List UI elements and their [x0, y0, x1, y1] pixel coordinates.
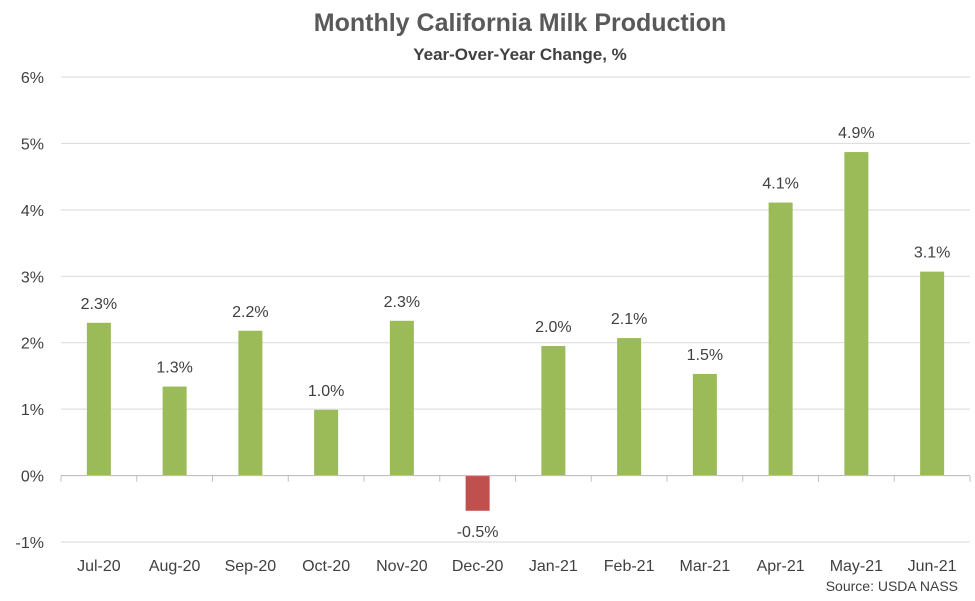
y-tick-label: 5% [21, 136, 44, 153]
data-label: 1.5% [687, 347, 723, 364]
data-label: 2.0% [535, 319, 571, 336]
x-axis-labels: Jul-20 Aug-20 Sep-20 Oct-20 Nov-20 Dec-20 Jan-… [77, 558, 957, 575]
data-label: 1.0% [308, 383, 344, 400]
data-label: 2.1% [611, 311, 647, 328]
bar [692, 373, 717, 476]
y-tick-label: 0% [21, 469, 44, 486]
y-tick-label: 2% [21, 336, 44, 353]
y-tick-label: 6% [21, 70, 44, 87]
data-label: -0.5% [457, 524, 499, 541]
x-axis [60, 474, 971, 482]
chart-title: Monthly California Milk Production [314, 9, 727, 37]
bar [86, 322, 111, 476]
x-tick-label: Aug-20 [149, 558, 201, 575]
gridlines [61, 76, 970, 543]
bar [314, 409, 339, 476]
source-note: Source: USDA NASS [826, 578, 958, 594]
bar [844, 152, 869, 476]
bar [768, 202, 793, 476]
data-label: 1.3% [156, 360, 192, 377]
x-tick-label: Nov-20 [376, 558, 428, 575]
bar [162, 386, 187, 476]
y-tick-label: 1% [21, 402, 44, 419]
bar [238, 330, 263, 476]
data-label: 4.1% [762, 176, 798, 193]
data-label: 3.1% [914, 245, 950, 262]
x-tick-label: Jan-21 [529, 558, 578, 575]
bar [541, 346, 566, 476]
x-tick-label: Feb-21 [604, 558, 655, 575]
data-label: 2.2% [232, 304, 268, 321]
y-axis-ticks: -1% 0% 1% 2% 3% 4% 5% 6% [16, 70, 44, 552]
data-labels: 2.3% 1.3% 2.2% 1.0% 2.3% -0.5% 2.0% 2.1% 1.5% 4.1… [81, 125, 951, 541]
bars [86, 152, 945, 511]
y-tick-label: 4% [21, 203, 44, 220]
data-label: 2.3% [81, 296, 117, 313]
x-tick-label: Mar-21 [680, 558, 731, 575]
bar [920, 271, 945, 476]
x-tick-label: Apr-21 [757, 558, 805, 575]
x-tick-label: Oct-20 [302, 558, 350, 575]
data-label: 4.9% [838, 125, 874, 142]
data-label: 2.3% [384, 294, 420, 311]
y-tick-label: 3% [21, 269, 44, 286]
x-tick-label: Dec-20 [452, 558, 504, 575]
bar [617, 338, 642, 476]
y-tick-label: -1% [16, 535, 44, 552]
bar [389, 320, 414, 476]
bar [465, 475, 490, 511]
x-tick-label: May-21 [830, 558, 883, 575]
chart-subtitle: Year-Over-Year Change, % [413, 45, 627, 64]
x-tick-label: Sep-20 [225, 558, 277, 575]
x-tick-label: Jul-20 [77, 558, 121, 575]
x-tick-label: Jun-21 [908, 558, 957, 575]
